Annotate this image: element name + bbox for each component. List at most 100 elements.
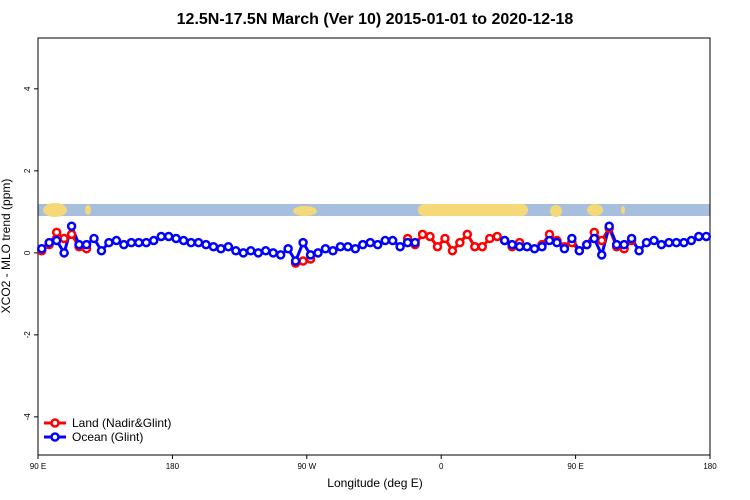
data-point: [290, 256, 301, 266]
data-point: [387, 235, 398, 246]
data-point: [522, 241, 532, 252]
data-point: [701, 231, 712, 242]
data-point: [559, 244, 570, 254]
data-point: [358, 239, 368, 250]
data-point: [298, 237, 308, 248]
y-tick-label: 4: [23, 86, 32, 91]
data-point: [596, 250, 607, 260]
data-point: [208, 241, 219, 252]
data-point: [574, 246, 585, 256]
data-point: [111, 235, 122, 246]
land-shape: [418, 204, 528, 216]
data-point: [537, 241, 547, 252]
data-point: [96, 246, 107, 256]
data-point: [268, 248, 278, 258]
data-point: [694, 231, 704, 242]
data-point: [462, 229, 473, 240]
y-tick-label: -2: [23, 331, 32, 339]
data-point: [216, 244, 226, 254]
data-point: [156, 231, 166, 242]
y-tick-label: -4: [23, 413, 32, 421]
data-point: [671, 237, 682, 248]
data-point: [119, 239, 129, 250]
data-point: [582, 239, 592, 250]
y-axis-label: XCO2 - MLO trend (ppm): [0, 179, 13, 314]
data-point: [193, 237, 204, 248]
data-point: [544, 235, 555, 246]
data-point: [484, 233, 495, 244]
data-point: [365, 237, 376, 248]
data-point: [492, 231, 502, 242]
data-point: [59, 233, 69, 244]
data-point: [664, 237, 674, 248]
data-point: [470, 241, 480, 252]
data-point: [402, 237, 413, 248]
y-tick-label: 2: [23, 168, 32, 173]
y-tick-label: 0: [23, 250, 32, 255]
data-point: [253, 248, 264, 258]
land-shape: [43, 203, 67, 217]
data-point: [66, 221, 77, 231]
data-point: [283, 244, 293, 254]
chart-title: 12.5N-17.5N March (Ver 10) 2015-01-01 to…: [177, 11, 574, 28]
land-shape: [587, 204, 603, 216]
x-tick-label: 0: [439, 462, 444, 471]
data-point: [59, 248, 69, 258]
data-point: [380, 235, 390, 246]
legend-label: Ocean (Glint): [72, 430, 143, 444]
data-point: [134, 237, 144, 248]
land-shape: [621, 206, 625, 214]
data-point: [529, 244, 540, 254]
data-point: [432, 241, 443, 252]
data-point: [626, 233, 637, 244]
data-point: [350, 244, 361, 254]
data-point: [425, 231, 435, 242]
data-point: [611, 239, 622, 250]
data-point: [447, 246, 458, 256]
data-point: [89, 233, 99, 244]
data-point: [328, 246, 338, 256]
data-point: [163, 231, 174, 242]
data-point: [231, 246, 241, 256]
data-point: [514, 241, 525, 252]
data-point: [679, 237, 689, 248]
data-point: [567, 233, 577, 244]
data-point: [51, 235, 62, 246]
x-tick-label: 180: [166, 462, 180, 471]
data-point: [81, 239, 92, 250]
data-point: [417, 229, 428, 240]
data-point: [604, 221, 614, 231]
land-shape: [293, 206, 317, 216]
x-tick-label: 180: [703, 462, 717, 471]
data-point: [313, 248, 323, 258]
data-point: [126, 237, 137, 248]
x-axis-label: Longitude (deg E): [327, 476, 422, 490]
legend-marker: [50, 418, 60, 428]
data-point: [410, 237, 420, 248]
data-point: [141, 237, 152, 248]
data-point: [619, 239, 629, 250]
data-point: [51, 227, 62, 238]
x-tick-label: 90 E: [30, 462, 46, 471]
data-point: [335, 241, 346, 252]
land-shape: [85, 205, 91, 215]
data-point: [275, 250, 286, 260]
x-tick-label: 90 E: [567, 462, 583, 471]
data-point: [260, 246, 271, 256]
data-point: [686, 235, 697, 246]
data-point: [649, 235, 659, 246]
data-point: [477, 241, 488, 252]
data-point: [171, 233, 181, 244]
data-point: [589, 233, 600, 244]
data-point: [148, 235, 159, 246]
data-point: [44, 237, 54, 248]
data-point: [395, 241, 405, 252]
data-point: [634, 246, 644, 256]
legend-label: Land (Nadir&Glint): [72, 416, 171, 430]
data-point: [201, 239, 211, 250]
data-point: [178, 235, 189, 246]
data-point: [186, 237, 196, 248]
data-point: [596, 235, 607, 246]
data-point: [36, 244, 47, 254]
